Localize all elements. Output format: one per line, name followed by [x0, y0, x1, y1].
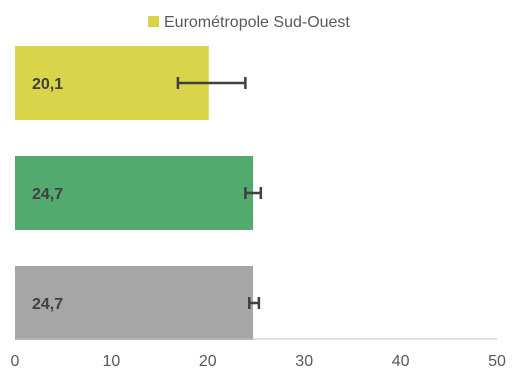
legend: Eurométropole Sud-Ouest — [148, 14, 350, 31]
bars: 20,1 24,7 24,7 — [15, 46, 263, 340]
data-label-2: 24,7 — [32, 186, 63, 203]
bar-1 — [15, 46, 209, 120]
x-tick-label-30: 30 — [295, 353, 313, 370]
x-axis-ticks: 0 10 20 30 40 50 — [11, 353, 506, 370]
data-label-1: 20,1 — [32, 76, 63, 93]
bar-2 — [15, 156, 254, 230]
x-tick-label-20: 20 — [199, 353, 217, 370]
x-tick-label-0: 0 — [11, 353, 20, 370]
error-bar-1 — [176, 77, 247, 89]
data-label-3: 24,7 — [32, 296, 63, 313]
legend-swatch — [148, 16, 159, 27]
x-tick-label-10: 10 — [103, 353, 121, 370]
x-tick-label-50: 50 — [488, 353, 506, 370]
error-bar-2 — [244, 187, 263, 199]
bar-3 — [15, 266, 254, 340]
x-tick-label-40: 40 — [392, 353, 410, 370]
error-bar-3 — [248, 297, 261, 309]
legend-label: Eurométropole Sud-Ouest — [164, 14, 350, 31]
